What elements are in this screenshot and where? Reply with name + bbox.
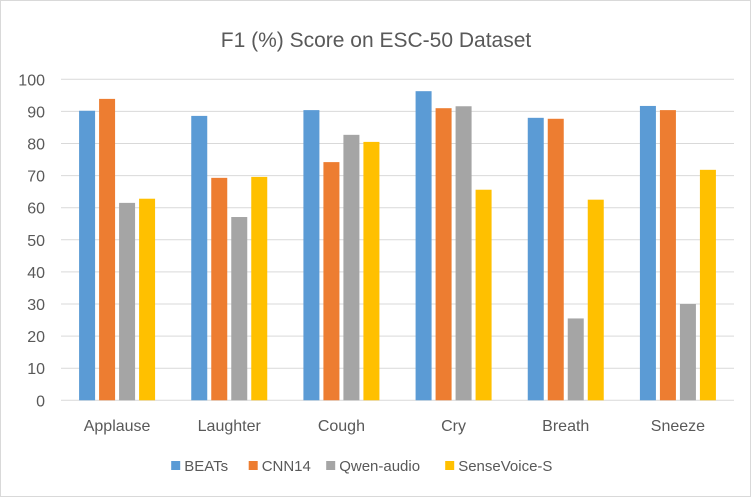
y-tick-label: 40 (27, 265, 45, 282)
bar-qwen-audio (567, 318, 584, 401)
x-tick-label: Breath (542, 418, 589, 435)
y-tick-label: 90 (27, 104, 45, 121)
legend-label: SenseVoice-S (458, 458, 552, 475)
y-tick-label: 80 (27, 137, 45, 154)
x-tick-label: Cry (441, 418, 466, 435)
bar-qwen-audio (343, 134, 360, 401)
bar-sensevoice-s (363, 141, 380, 401)
bar-sensevoice-s (139, 198, 156, 401)
bar-qwen-audio (119, 202, 136, 401)
x-tick-label: Sneeze (651, 418, 705, 435)
bar-beats (191, 115, 208, 401)
legend-label: BEATs (184, 458, 228, 475)
bar-sensevoice-s (699, 169, 716, 401)
bar-cnn14 (211, 177, 228, 401)
chart-title: F1 (%) Score on ESC-50 Dataset (221, 29, 532, 52)
y-tick-label: 60 (27, 201, 45, 218)
bar-cnn14 (547, 118, 564, 401)
bar-sensevoice-s (251, 176, 268, 401)
bar-beats (303, 110, 320, 401)
y-tick-label: 10 (27, 361, 45, 378)
y-tick-label: 30 (27, 297, 45, 314)
bar-qwen-audio (455, 106, 472, 401)
legend-label: CNN14 (262, 458, 311, 475)
bar-beats (79, 110, 96, 401)
legend-label: Qwen-audio (339, 458, 420, 475)
bar-cnn14 (659, 110, 676, 401)
x-tick-label: Laughter (198, 418, 262, 435)
legend-swatch (326, 461, 336, 470)
bar-sensevoice-s (475, 189, 492, 401)
bar-beats (415, 91, 432, 401)
y-tick-label: 70 (27, 169, 45, 186)
y-tick-label: 50 (27, 233, 45, 250)
bar-qwen-audio (231, 217, 248, 401)
legend-swatch (171, 461, 181, 470)
bar-cnn14 (323, 162, 340, 401)
bar-cnn14 (99, 98, 116, 401)
bar-qwen-audio (679, 304, 696, 401)
bar-beats (639, 105, 656, 401)
legend-swatch (445, 461, 455, 470)
bar-beats (527, 117, 544, 401)
y-tick-label: 20 (27, 329, 45, 346)
bar-cnn14 (435, 108, 452, 401)
y-tick-label: 0 (36, 393, 45, 410)
legend-swatch (248, 461, 258, 470)
x-tick-label: Cough (318, 418, 365, 435)
x-tick-label: Applause (84, 418, 151, 435)
y-tick-label: 100 (18, 72, 45, 89)
bar-sensevoice-s (587, 199, 604, 401)
